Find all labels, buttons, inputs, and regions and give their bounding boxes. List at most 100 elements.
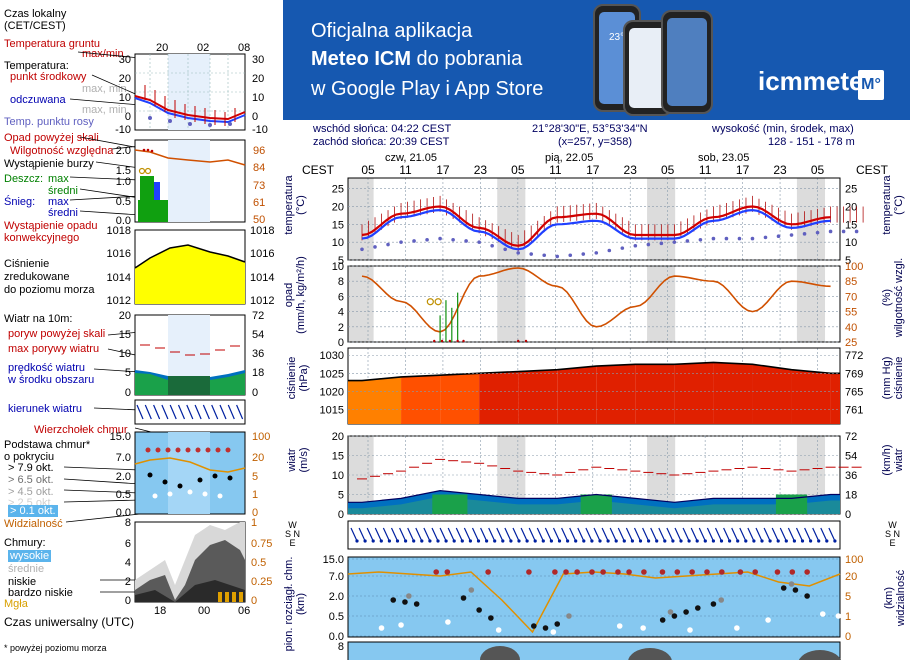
pressure-area <box>479 371 519 424</box>
wind-direction-head <box>412 539 416 543</box>
wind-direction-arrow <box>723 527 731 542</box>
hour-label: 11 <box>699 163 712 177</box>
cloud-top-dot <box>774 569 781 575</box>
lcov-tick-4: 4 <box>125 557 131 569</box>
dew-point-dot <box>399 240 403 244</box>
wind-direction-head <box>663 539 667 543</box>
rprec-tick-96: 96 <box>253 145 265 157</box>
wind-direction-head <box>744 539 748 543</box>
wind-direction-head <box>460 539 464 543</box>
night-band <box>348 266 374 342</box>
dew-point-dot <box>620 246 625 250</box>
legend-direction-arrow <box>194 404 202 420</box>
temp-tick-right: 15 <box>845 219 857 231</box>
wind-direction-arrow <box>520 527 528 542</box>
cloud-top-dot <box>641 569 647 575</box>
wind-direction-head <box>574 539 578 543</box>
dew-point-dot <box>438 236 442 241</box>
cloud-base-dot <box>554 621 561 627</box>
temp-mid-label: punkt środkowy <box>10 71 87 83</box>
rpres-tick-1018: 1018 <box>250 225 274 237</box>
temp-tick-right: 20 <box>845 202 857 214</box>
wind-direction-arrow <box>828 527 836 542</box>
wind-direction-head <box>809 539 813 543</box>
wind-direction-arrow <box>658 527 666 542</box>
wind-tick-left: 20 <box>332 431 344 443</box>
wind-direction-arrow <box>747 527 755 542</box>
lwind-tick-0: 0 <box>125 387 131 399</box>
cover-panel-frame <box>347 641 841 660</box>
wind-direction-arrow <box>706 527 714 542</box>
pres-tick-left: 1025 <box>320 368 344 380</box>
visibility-tick-right: 100 <box>845 554 863 566</box>
ltemp-tick-30: 30 <box>119 54 131 66</box>
precip-occurrence-dot <box>456 339 459 343</box>
cloud-top-dot <box>615 569 621 575</box>
pres-tick-left: 1015 <box>320 405 344 417</box>
app-banner[interactable]: Oficjalna aplikacja Meteo ICM do pobrani… <box>283 0 910 120</box>
okt-3-label: > 4.5 okt. <box>8 486 54 498</box>
day-label-1: czw, 21.05 <box>385 152 437 164</box>
temp-tick-left: 20 <box>332 202 344 214</box>
pressure-line <box>348 361 840 382</box>
wind-direction-arrow <box>690 527 698 542</box>
cloud-top-dot <box>752 569 759 575</box>
dew-point-dot <box>555 254 560 259</box>
dew-point-dot <box>529 252 534 256</box>
medium-clouds-label: średnie <box>8 563 45 575</box>
pressure-area <box>830 373 840 424</box>
very-low-clouds-label: bardzo niskie <box>8 587 73 599</box>
wind-direction-arrow <box>480 527 488 542</box>
cloud-mid-dot <box>566 613 572 619</box>
cloud-low-dot <box>835 613 842 619</box>
ltemp-tick-m10: -10 <box>115 124 131 136</box>
compass-right: W S N E <box>885 520 901 548</box>
hour-label: 05 <box>361 163 375 177</box>
precip-occurrence-dot <box>448 339 452 343</box>
wind-direction-arrow <box>625 527 633 542</box>
wind-direction-arrow <box>366 527 374 542</box>
cloud-base-dot <box>542 625 549 631</box>
lcov-tick-0: 0 <box>125 595 131 607</box>
precip-above-label: Opad powyżej skali <box>4 132 99 144</box>
rcov-tick-05: 0.5 <box>251 557 266 569</box>
rtemp-tick-20: 20 <box>252 73 264 85</box>
cloud-top-dot <box>600 569 606 575</box>
wind-direction-head <box>476 539 481 543</box>
wind-direction-head <box>776 539 780 543</box>
wind-direction-head <box>622 539 626 543</box>
phone-temp: 23° <box>609 32 625 43</box>
wind-direction-head <box>363 539 367 543</box>
temp-tick-right: 10 <box>845 237 857 249</box>
lcov-tick-8: 8 <box>125 517 131 529</box>
dew-point-dot <box>789 233 794 237</box>
wind-direction-head <box>509 539 513 543</box>
thunder-label: Wystąpienie burzy <box>4 158 94 170</box>
dew-point-dot <box>646 242 651 247</box>
legend-direction-arrow <box>219 404 227 420</box>
visibility-tick-right: 0 <box>845 631 851 643</box>
wind-direction-arrow <box>763 527 771 542</box>
rwind-tick-54: 54 <box>252 329 264 341</box>
dew-point-dot <box>828 229 833 234</box>
dew-point-dot <box>373 245 377 249</box>
wind-direction-arrow <box>536 527 544 542</box>
wind-direction-arrow <box>552 527 561 542</box>
cloud-top-dot <box>485 569 491 575</box>
lpres-tick-1018: 1018 <box>107 225 131 237</box>
cloud-top-dot <box>589 569 595 575</box>
cloud-top-dot <box>659 569 666 575</box>
sunset-text: zachód słońca: 20:39 CEST <box>313 136 450 148</box>
wind-direction-head <box>541 539 545 543</box>
legend-panel: Czas lokalny (CET/CEST) 20 02 08 Tempera… <box>0 0 283 660</box>
wind-direction-head <box>557 539 562 543</box>
gusts-above-label: poryw powyżej skali <box>8 328 106 340</box>
cloud-tick-left: 0.5 <box>329 611 344 623</box>
wind-direction-arrow <box>399 527 407 542</box>
wind-speed-line <box>348 489 840 503</box>
wind-direction-head <box>355 539 359 543</box>
rcloud-tick-1: 1 <box>252 489 258 501</box>
rcov-tick-1: 1 <box>251 517 257 529</box>
legend-graphics: 30 20 10 0 -10 30 20 10 0 -10 2.0 1.5 1.… <box>63 51 274 607</box>
rwind-tick-0: 0 <box>252 387 258 399</box>
